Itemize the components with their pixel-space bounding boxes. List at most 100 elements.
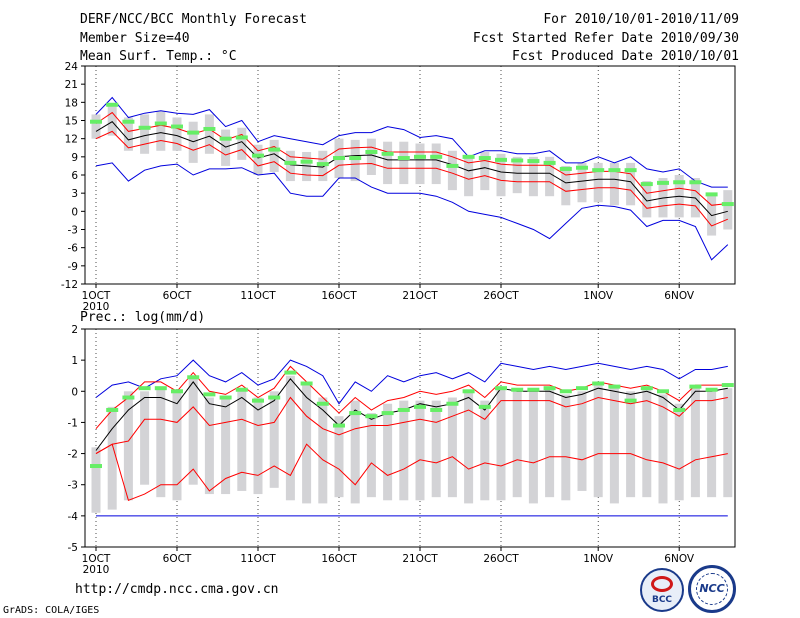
prec-y-tick-label: 1 <box>71 355 78 367</box>
temp-x-tick-label: 6OCT <box>163 290 192 302</box>
temp-y-tick-label: 0 <box>71 206 78 218</box>
prec-box <box>399 400 409 501</box>
prec-box <box>512 391 522 498</box>
prec-mean-line <box>95 378 728 451</box>
temp-marker <box>381 151 394 156</box>
source-url[interactable]: http://cmdp.ncc.cma.gov.cn <box>75 582 279 597</box>
temp-marker <box>576 165 588 170</box>
temp-box <box>561 165 571 206</box>
temp-y-tick-label: 12 <box>65 134 78 146</box>
prec-box <box>447 397 457 498</box>
prec-marker <box>333 423 345 428</box>
prec-marker <box>527 387 540 392</box>
temp-y-tick-label: 21 <box>65 79 78 91</box>
prec-marker <box>349 411 362 416</box>
temp-y-tick-label: 3 <box>71 188 78 200</box>
prec-marker <box>478 404 491 409</box>
temp-max-line <box>95 96 728 188</box>
prec-x-tick-label: 11OCT <box>240 553 276 565</box>
prec-box <box>561 394 571 501</box>
prec-marker <box>235 387 248 392</box>
prec-box <box>674 403 684 501</box>
temp-y-tick-label: 9 <box>71 152 78 164</box>
temp-box <box>140 114 150 154</box>
prec-box <box>269 391 279 488</box>
temp-box <box>480 151 490 191</box>
temp-marker <box>90 119 102 124</box>
temp-marker <box>511 158 524 163</box>
chart-title: DERF/NCC/BCC Monthly Forecast <box>80 12 307 27</box>
temp-box <box>269 139 279 172</box>
temp-marker <box>657 180 669 185</box>
bcc-logo-text: BCC <box>651 595 673 605</box>
prec-box <box>626 391 636 498</box>
prec-y-tick-label: -4 <box>68 511 79 523</box>
temp-marker <box>300 159 313 164</box>
prec-marker <box>187 375 200 380</box>
temp-marker <box>414 154 426 159</box>
temp-x-tick-label: 16OCT <box>321 290 357 302</box>
prec-lowest-line <box>95 443 728 501</box>
temp-marker <box>138 125 151 130</box>
prec-marker <box>559 389 572 394</box>
temp-marker <box>268 147 281 152</box>
prec-y-tick-label: -1 <box>68 417 78 429</box>
temp-x-tick-label: 26OCT <box>483 290 519 302</box>
prec-x-tick-label: 21OCT <box>402 553 438 565</box>
temp-marker <box>624 168 637 173</box>
temp-marker <box>235 135 248 140</box>
member-size-label: Member Size=40 <box>80 31 190 46</box>
prec-box <box>415 400 425 501</box>
prec-box <box>383 403 393 501</box>
prec-marker <box>576 386 588 391</box>
prec-marker <box>689 384 702 389</box>
prec-marker <box>543 386 556 391</box>
temp-box <box>496 153 506 197</box>
prec-box <box>156 388 166 498</box>
temp-marker <box>446 163 459 168</box>
prec-y-tick-label: -2 <box>68 449 78 461</box>
prec-box <box>480 400 490 501</box>
prec-box <box>366 413 376 498</box>
temp-box <box>609 162 619 206</box>
temp-x-year-label: 2010 <box>83 301 110 313</box>
globe-icon <box>696 573 728 605</box>
prec-marker <box>154 386 167 391</box>
prec-marker <box>203 392 216 397</box>
prec-marker <box>268 395 281 400</box>
prec-box <box>593 385 603 498</box>
temp-marker <box>171 124 183 129</box>
temp-box <box>123 117 133 151</box>
prec-marker <box>657 389 669 394</box>
temp-marker <box>316 162 329 167</box>
prec-marker <box>430 407 443 412</box>
prec-marker <box>300 381 313 386</box>
temp-box <box>707 193 717 236</box>
swirl-icon <box>651 576 673 592</box>
temp-y-tick-label: -9 <box>68 261 78 273</box>
prec-box <box>464 391 474 504</box>
prec-box <box>658 394 668 504</box>
prec-box <box>318 397 328 504</box>
prec-y-tick-label: 0 <box>71 386 78 398</box>
temp-x-tick-label: 1NOV <box>583 290 614 302</box>
temp-mean-line <box>95 121 728 217</box>
temp-marker <box>592 168 605 173</box>
prec-marker <box>106 407 119 412</box>
temp-box <box>156 111 166 151</box>
temp-plot-frame <box>84 65 736 285</box>
temp-box <box>626 162 636 206</box>
prec-x-tick-label: 1OCT <box>82 553 111 565</box>
temp-box <box>366 138 376 175</box>
prec-box <box>431 400 441 498</box>
prec-box <box>707 391 717 498</box>
temp-box <box>107 105 117 136</box>
temp-box <box>172 117 182 151</box>
prec-marker <box>640 386 653 391</box>
prec-box <box>577 391 587 491</box>
temp-box <box>253 144 263 175</box>
temp-box <box>577 162 587 203</box>
temp-marker <box>673 180 686 185</box>
prec-box <box>642 388 652 498</box>
prec-box <box>253 397 263 495</box>
